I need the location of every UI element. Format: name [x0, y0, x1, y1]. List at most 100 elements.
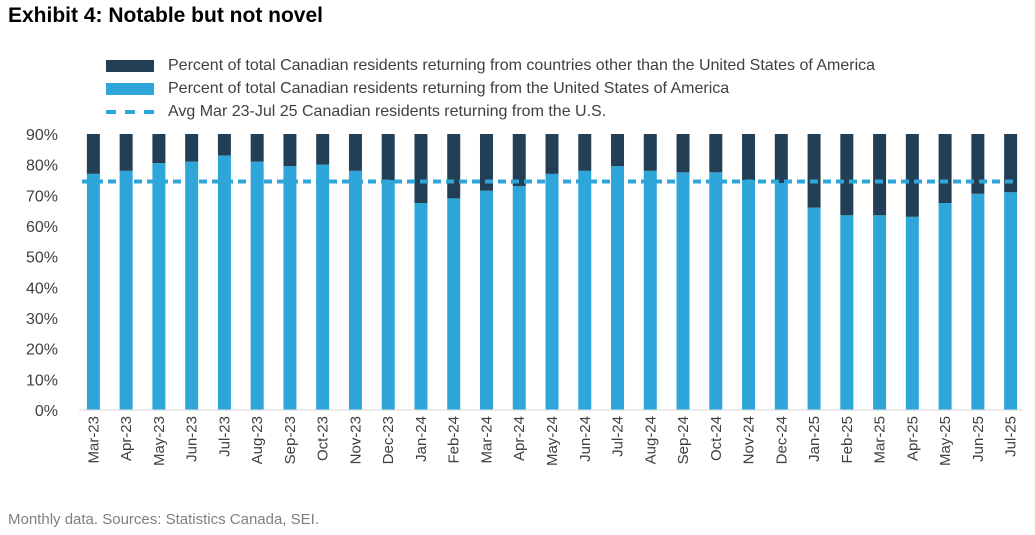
x-tick-label: Dec-24	[773, 416, 790, 464]
y-tick-label: 30%	[26, 311, 58, 328]
x-tick-label: Jan-25	[806, 416, 823, 462]
x-tick-label: Sep-24	[675, 416, 692, 464]
x-tick-label: Dec-23	[380, 416, 397, 464]
bar-united-states	[348, 170, 362, 410]
x-tick-label: Feb-24	[446, 416, 463, 464]
bar-other-countries	[676, 134, 690, 173]
bar-united-states	[217, 155, 231, 410]
x-tick-label: Jul-23	[216, 416, 233, 457]
x-tick-label: Oct-24	[708, 416, 725, 461]
bar-united-states	[152, 163, 166, 410]
y-tick-label: 60%	[26, 219, 58, 236]
x-tick-label: Oct-23	[315, 416, 332, 461]
bar-united-states	[807, 207, 821, 410]
x-tick-label: Jul-25	[1003, 416, 1020, 457]
bar-united-states	[316, 164, 330, 410]
bar-other-countries	[971, 134, 985, 194]
bar-united-states	[250, 161, 264, 410]
bar-other-countries	[185, 134, 199, 162]
bar-united-states	[676, 172, 690, 410]
y-tick-label: 40%	[26, 280, 58, 297]
legend-item-average-line: Avg Mar 23-Jul 25 Canadian residents ret…	[106, 100, 875, 123]
bar-other-countries	[447, 134, 461, 199]
y-tick-label: 50%	[26, 250, 58, 267]
bar-united-states	[119, 170, 133, 410]
bar-other-countries	[217, 134, 231, 156]
x-tick-label: May-25	[937, 416, 954, 466]
x-tick-label: Apr-24	[511, 416, 528, 461]
bar-united-states	[185, 161, 199, 410]
bar-united-states	[611, 166, 625, 410]
x-tick-label: Jun-23	[184, 416, 201, 462]
x-tick-label: Jun-25	[970, 416, 987, 462]
x-tick-label: Mar-24	[478, 416, 495, 464]
bar-united-states	[873, 215, 887, 410]
x-tick-label: May-24	[544, 416, 561, 466]
bar-other-countries	[643, 134, 657, 171]
bar-other-countries	[578, 134, 592, 171]
x-tick-label: Aug-23	[249, 416, 266, 464]
legend-swatch-united-states	[106, 82, 154, 95]
bar-other-countries	[316, 134, 330, 165]
x-tick-label: Mar-25	[872, 416, 889, 464]
bar-united-states	[414, 203, 428, 410]
bar-united-states	[381, 180, 395, 410]
legend-swatch-average-line	[106, 106, 154, 118]
x-tick-label: Nov-24	[741, 416, 758, 464]
bar-united-states	[905, 216, 919, 410]
bar-other-countries	[611, 134, 625, 167]
chart-legend: Percent of total Canadian residents retu…	[106, 54, 875, 123]
bar-other-countries	[86, 134, 100, 174]
x-tick-label: Jan-24	[413, 416, 430, 462]
bar-other-countries	[709, 134, 723, 173]
chart-title: Exhibit 4: Notable but not novel	[8, 4, 323, 27]
x-tick-label: Nov-23	[347, 416, 364, 464]
x-tick-label: Mar-23	[85, 416, 102, 464]
bar-united-states	[1004, 192, 1018, 410]
x-tick-label: Aug-24	[642, 416, 659, 464]
x-tick-label: Apr-23	[118, 416, 135, 461]
bar-other-countries	[938, 134, 952, 203]
y-tick-label: 10%	[26, 372, 58, 389]
x-tick-label: May-23	[151, 416, 168, 466]
bar-united-states	[578, 170, 592, 410]
bar-other-countries	[1004, 134, 1018, 193]
x-tick-label: Jul-24	[610, 416, 627, 457]
legend-item-other-countries: Percent of total Canadian residents retu…	[106, 54, 875, 77]
bar-other-countries	[348, 134, 362, 171]
bar-other-countries	[545, 134, 559, 174]
y-tick-label: 70%	[26, 188, 58, 205]
bar-other-countries	[119, 134, 133, 171]
bar-other-countries	[774, 134, 788, 184]
bar-other-countries	[250, 134, 264, 162]
bar-united-states	[512, 186, 526, 410]
bar-united-states	[774, 183, 788, 410]
bar-united-states	[86, 173, 100, 410]
legend-label-other-countries: Percent of total Canadian residents retu…	[168, 56, 876, 74]
x-tick-label: Sep-23	[282, 416, 299, 464]
bar-united-states	[283, 166, 297, 410]
bar-other-countries	[479, 134, 493, 191]
bar-other-countries	[414, 134, 428, 203]
y-tick-label: 0%	[35, 403, 58, 420]
bar-other-countries	[381, 134, 395, 180]
legend-label-united-states: Percent of total Canadian residents retu…	[168, 79, 730, 97]
bar-other-countries	[873, 134, 887, 216]
y-tick-label: 20%	[26, 342, 58, 359]
x-tick-label: Apr-25	[904, 416, 921, 461]
bar-other-countries	[840, 134, 854, 216]
bar-united-states	[479, 190, 493, 410]
x-tick-label: Feb-25	[839, 416, 856, 464]
bar-other-countries	[152, 134, 166, 164]
legend-label-average-line: Avg Mar 23-Jul 25 Canadian residents ret…	[168, 102, 607, 120]
bar-other-countries	[905, 134, 919, 217]
footnote: Monthly data. Sources: Statistics Canada…	[8, 511, 319, 528]
y-tick-label: 90%	[26, 127, 58, 144]
bar-other-countries	[283, 134, 297, 167]
bar-united-states	[742, 180, 756, 410]
bar-other-countries	[742, 134, 756, 180]
bar-united-states	[840, 215, 854, 410]
bar-united-states	[971, 193, 985, 410]
bar-united-states	[447, 198, 461, 410]
